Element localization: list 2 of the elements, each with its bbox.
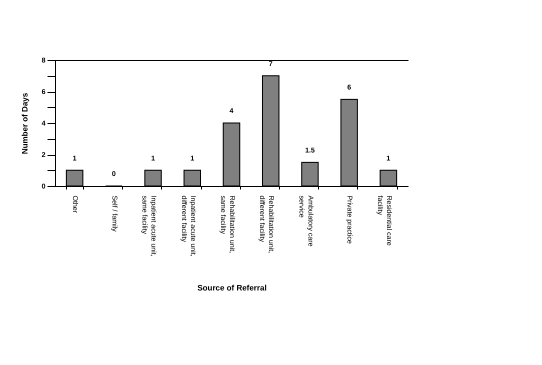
x-axis-title: Source of Referral bbox=[197, 284, 267, 293]
y-axis-title: Number of Days bbox=[20, 92, 30, 154]
